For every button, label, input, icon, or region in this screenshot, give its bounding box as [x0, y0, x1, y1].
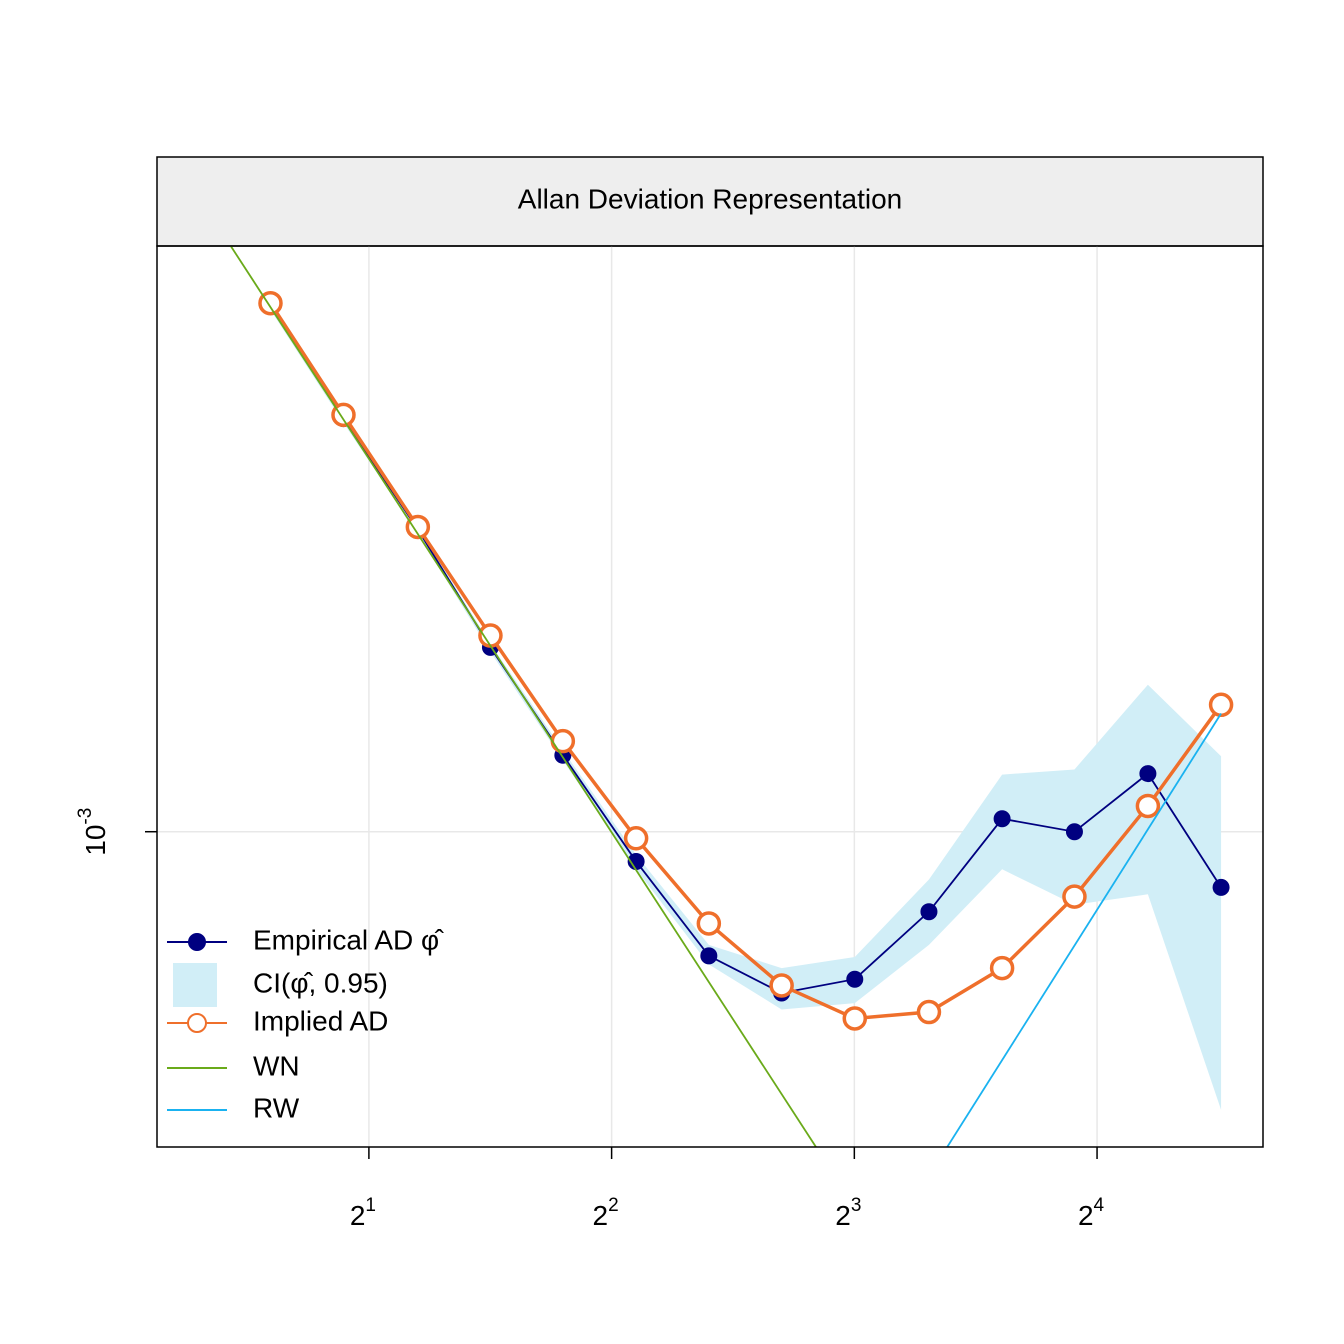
strip	[156, 156, 1264, 247]
legend-marker	[188, 933, 206, 951]
legend-label: WN	[253, 1050, 300, 1081]
x-tick-label: 23	[835, 1195, 861, 1231]
point	[846, 970, 864, 988]
point	[1212, 878, 1230, 896]
point	[989, 955, 1015, 981]
x-tick-label: 21	[350, 1195, 376, 1231]
point	[769, 973, 794, 998]
chart-title: Allan Deviation Representation	[518, 183, 902, 214]
point	[920, 903, 938, 921]
point	[696, 911, 722, 936]
x-tick-label: 22	[593, 1195, 619, 1231]
point	[1065, 823, 1083, 841]
point	[1062, 884, 1087, 909]
y-tick-label: 10-3	[75, 808, 111, 856]
ci-band	[270, 301, 1222, 1110]
legend-label: RW	[253, 1092, 300, 1123]
point	[550, 728, 576, 754]
point	[405, 514, 431, 540]
legend-label: CI(φ̂, 0.95)	[253, 967, 388, 998]
plot-frame	[156, 245, 1264, 1148]
point	[842, 1006, 868, 1031]
legend-label: Implied AD	[253, 1005, 388, 1036]
point	[916, 999, 942, 1025]
series-line	[946, 713, 1222, 1147]
series-line	[269, 302, 1223, 1021]
series-line	[269, 305, 1222, 994]
point	[1208, 692, 1234, 718]
legend-label: Empirical AD φ̂	[253, 924, 444, 955]
x-tick-label: 24	[1078, 1195, 1105, 1231]
point	[993, 810, 1011, 828]
point	[1135, 793, 1161, 819]
legend-swatch	[173, 963, 217, 1007]
point	[331, 402, 356, 428]
point	[1139, 765, 1157, 783]
series-line	[229, 246, 817, 1147]
legend-marker	[187, 1013, 207, 1033]
point	[700, 947, 718, 965]
point	[623, 826, 649, 851]
